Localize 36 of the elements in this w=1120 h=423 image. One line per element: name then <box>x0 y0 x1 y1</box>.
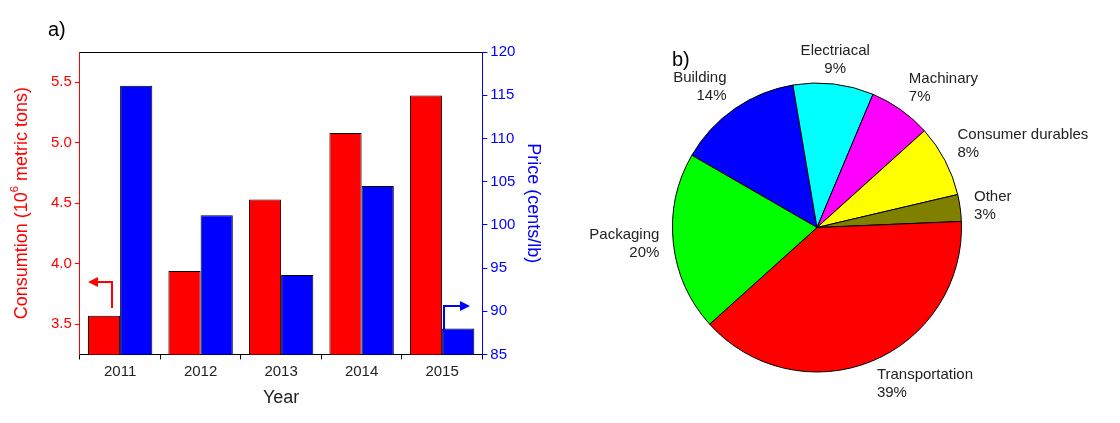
data-label: 3% <box>974 205 996 223</box>
slice-label: Packaging <box>589 225 660 243</box>
y2-tick-label: 85 <box>490 344 508 362</box>
y2-tick-label: 95 <box>490 258 508 276</box>
chart-title: a) <box>48 17 66 40</box>
y2-tick-label: 110 <box>490 128 515 146</box>
y2-tick-label: 105 <box>490 171 516 189</box>
x-tick-label: 2013 <box>264 361 298 379</box>
chart-title: b) <box>672 47 690 70</box>
y2-tick-label: 120 <box>490 42 516 60</box>
y2-tick-label: 115 <box>490 85 515 103</box>
y2-axis-title: Price (cents/lb) <box>524 143 545 264</box>
data-label: 20% <box>629 243 660 261</box>
x-tick-label: 2011 <box>103 361 137 379</box>
slice-label: Consumer durables <box>957 125 1089 143</box>
x-axis-title: Year <box>262 387 300 408</box>
slice-label: Electriacal <box>800 41 870 59</box>
x-tick-label: 2012 <box>183 361 218 379</box>
y-tick-label: 3.5 <box>50 314 72 332</box>
y2-tick-label: 100 <box>490 214 516 232</box>
slice-label: Transportation <box>876 365 974 383</box>
data-label: 39% <box>876 383 907 401</box>
y-tick-label: 4.0 <box>50 253 72 271</box>
slice-label: Other <box>974 187 1012 205</box>
slice-label: Machinary <box>908 69 979 87</box>
data-label: 14% <box>696 86 727 104</box>
y-tick-label: 4.5 <box>50 193 72 211</box>
data-label: 7% <box>908 87 931 105</box>
x-tick-label: 2015 <box>425 361 459 379</box>
y-tick-label: 5.5 <box>50 72 72 90</box>
x-tick-label: 2014 <box>344 361 379 379</box>
y-tick-label: 5.0 <box>50 132 72 150</box>
data-label: 8% <box>957 143 980 161</box>
y2-tick-label: 90 <box>490 301 508 319</box>
data-label: 9% <box>824 59 847 77</box>
y-axis-title: Consumtion (106 metric tons) <box>7 87 31 320</box>
